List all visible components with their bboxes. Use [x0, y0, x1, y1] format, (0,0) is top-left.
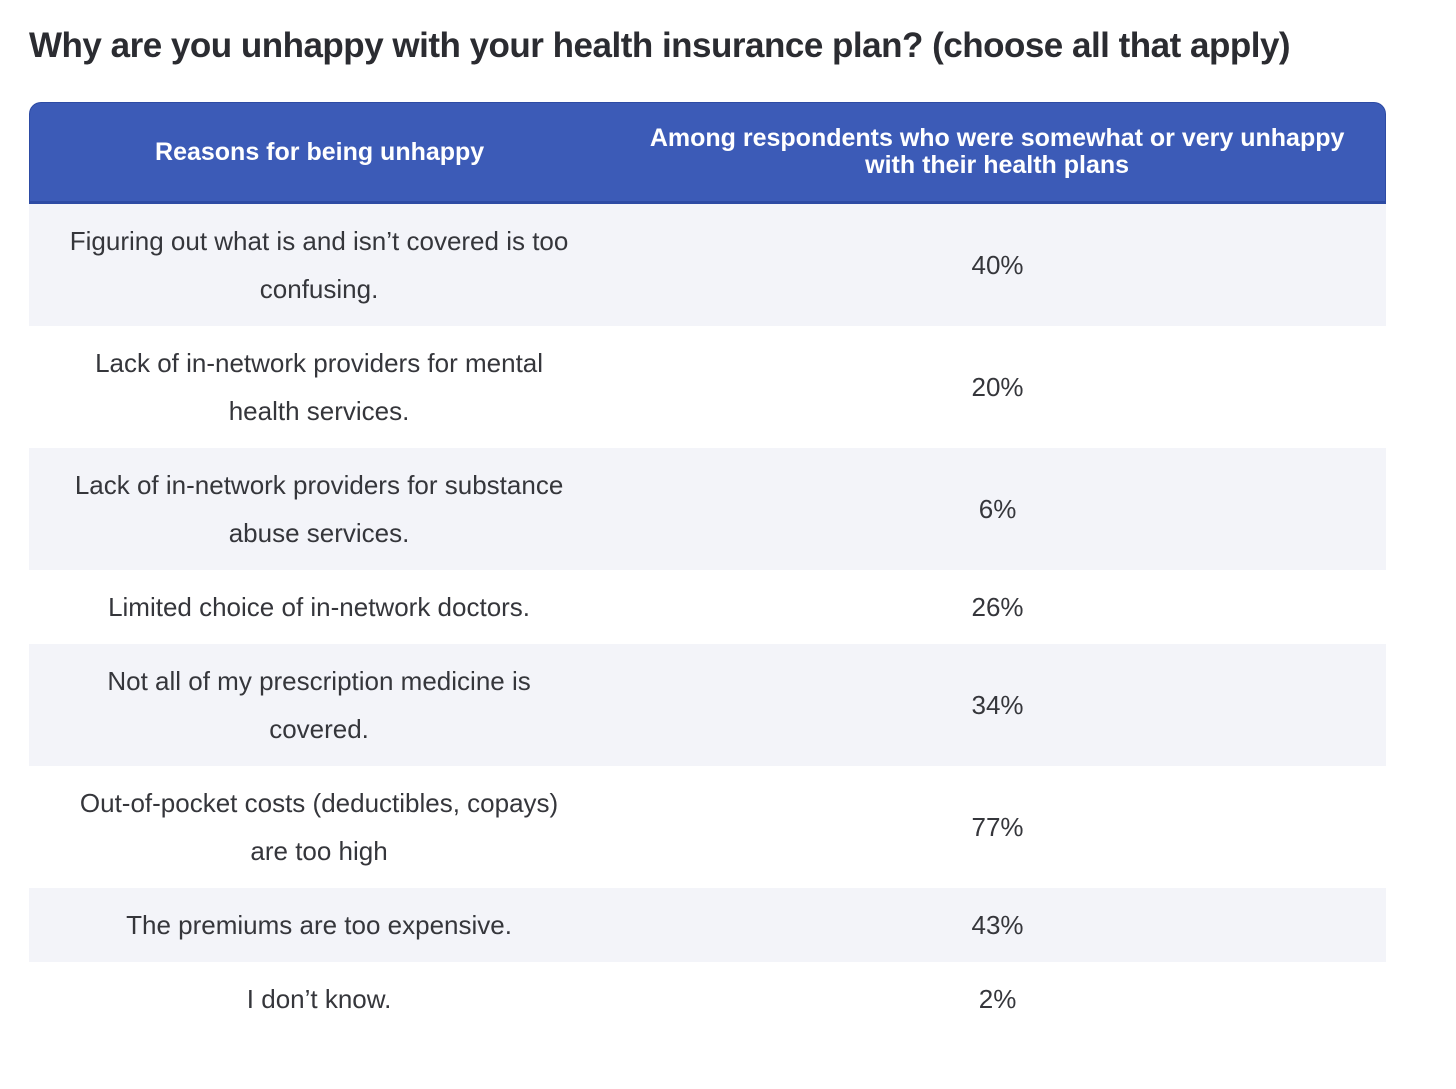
- value-cell: 26%: [971, 592, 1024, 622]
- reason-cell: Figuring out what is and isn’t covered i…: [69, 226, 569, 304]
- table-row: Out-of-pocket costs (deductibles, copays…: [29, 766, 1386, 888]
- value-cell: 43%: [971, 910, 1024, 940]
- survey-table: Reasons for being unhappy Among responde…: [29, 102, 1386, 1036]
- table-row: The premiums are too expensive. 43%: [29, 888, 1386, 962]
- reason-cell: Limited choice of in-network doctors.: [108, 592, 531, 622]
- table-row: Figuring out what is and isn’t covered i…: [29, 204, 1386, 326]
- table-row: Lack of in-network providers for mental …: [29, 326, 1386, 448]
- reason-cell: Out-of-pocket costs (deductibles, copays…: [79, 788, 559, 866]
- reason-cell: The premiums are too expensive.: [126, 910, 512, 940]
- header-cell-respondents: Among respondents who were somewhat or v…: [649, 124, 1345, 179]
- value-cell: 77%: [971, 812, 1024, 842]
- value-cell: 6%: [978, 494, 1017, 524]
- reason-cell: Lack of in-network providers for substan…: [74, 470, 564, 548]
- reason-cell: Not all of my prescription medicine is c…: [107, 666, 531, 744]
- reason-cell: I don’t know.: [246, 984, 392, 1014]
- header-cell-reasons: Reasons for being unhappy: [155, 137, 485, 166]
- value-cell: 40%: [971, 250, 1024, 280]
- value-cell: 2%: [978, 984, 1017, 1014]
- value-cell: 34%: [971, 690, 1024, 720]
- reason-cell: Lack of in-network providers for mental …: [95, 348, 544, 426]
- table-row: Lack of in-network providers for substan…: [29, 448, 1386, 570]
- value-cell: 20%: [971, 372, 1024, 402]
- table-row: Not all of my prescription medicine is c…: [29, 644, 1386, 766]
- table-row: I don’t know. 2%: [29, 962, 1386, 1036]
- table-header-row: Reasons for being unhappy Among responde…: [29, 102, 1386, 204]
- page-title: Why are you unhappy with your health ins…: [29, 26, 1291, 65]
- table-row: Limited choice of in-network doctors. 26…: [29, 570, 1386, 644]
